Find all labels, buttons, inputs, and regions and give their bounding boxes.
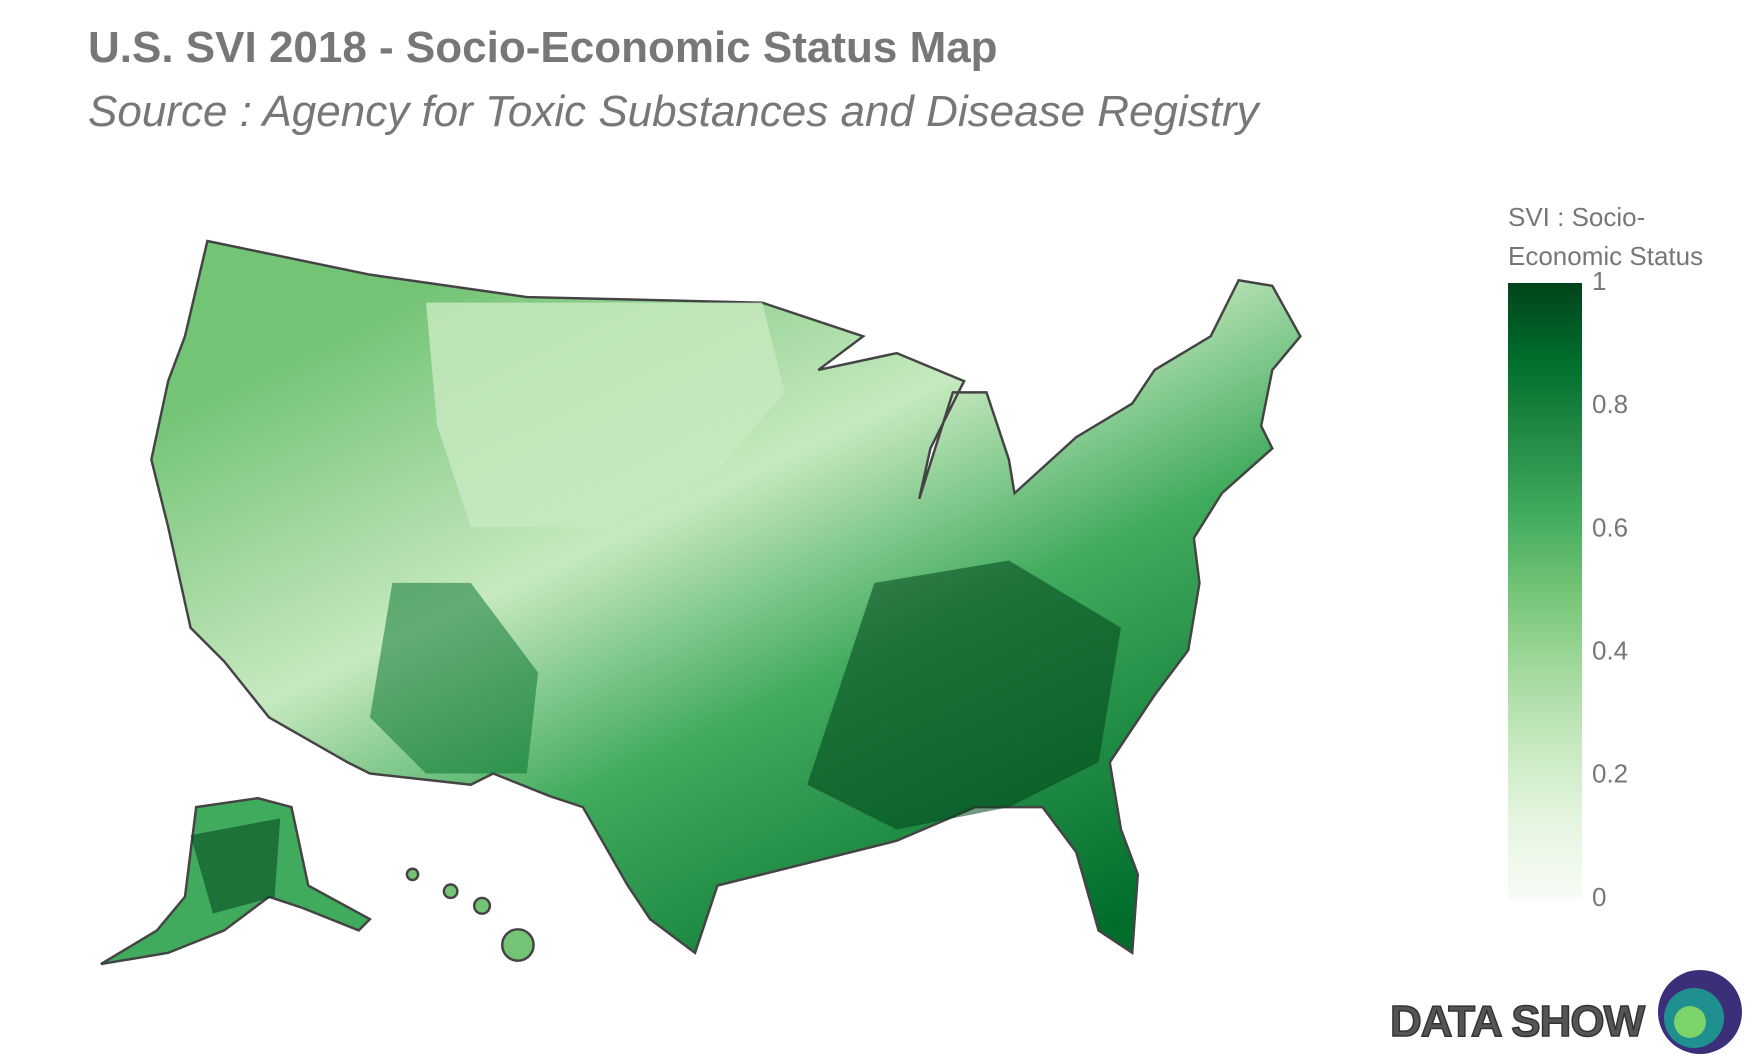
logo: DATA SHOW bbox=[1390, 997, 1646, 1046]
southeast bbox=[807, 560, 1121, 830]
logo-icon bbox=[1658, 970, 1742, 1054]
colorbar-tick-label: 1 bbox=[1592, 266, 1606, 296]
title: U.S. SVI 2018 - Socio-Economic Status Ma… bbox=[88, 23, 998, 72]
colorbar-tick-label: 0.2 bbox=[1592, 759, 1628, 789]
colorbar-title: SVI : Socio- bbox=[1508, 202, 1645, 232]
colorbar-tick-label: 0.6 bbox=[1592, 512, 1628, 542]
colorbar-scale bbox=[1508, 283, 1582, 899]
colorbar-tick-label: 0 bbox=[1592, 882, 1606, 912]
colorbar-tick-label: 0.4 bbox=[1592, 635, 1628, 665]
colorbar-title: Economic Status bbox=[1508, 241, 1703, 271]
map bbox=[100, 239, 1302, 966]
hawaii bbox=[405, 867, 535, 962]
alaska-west bbox=[190, 818, 281, 914]
colorbar: SVI : Socio- Economic Status 0 0.2 0.4 0.6 0… bbox=[1508, 202, 1703, 912]
subtitle: Source : Agency for Toxic Substances and… bbox=[88, 87, 1262, 136]
southwest bbox=[369, 582, 539, 774]
colorbar-tick-label: 0.8 bbox=[1592, 389, 1628, 419]
northern-plains bbox=[425, 302, 785, 527]
